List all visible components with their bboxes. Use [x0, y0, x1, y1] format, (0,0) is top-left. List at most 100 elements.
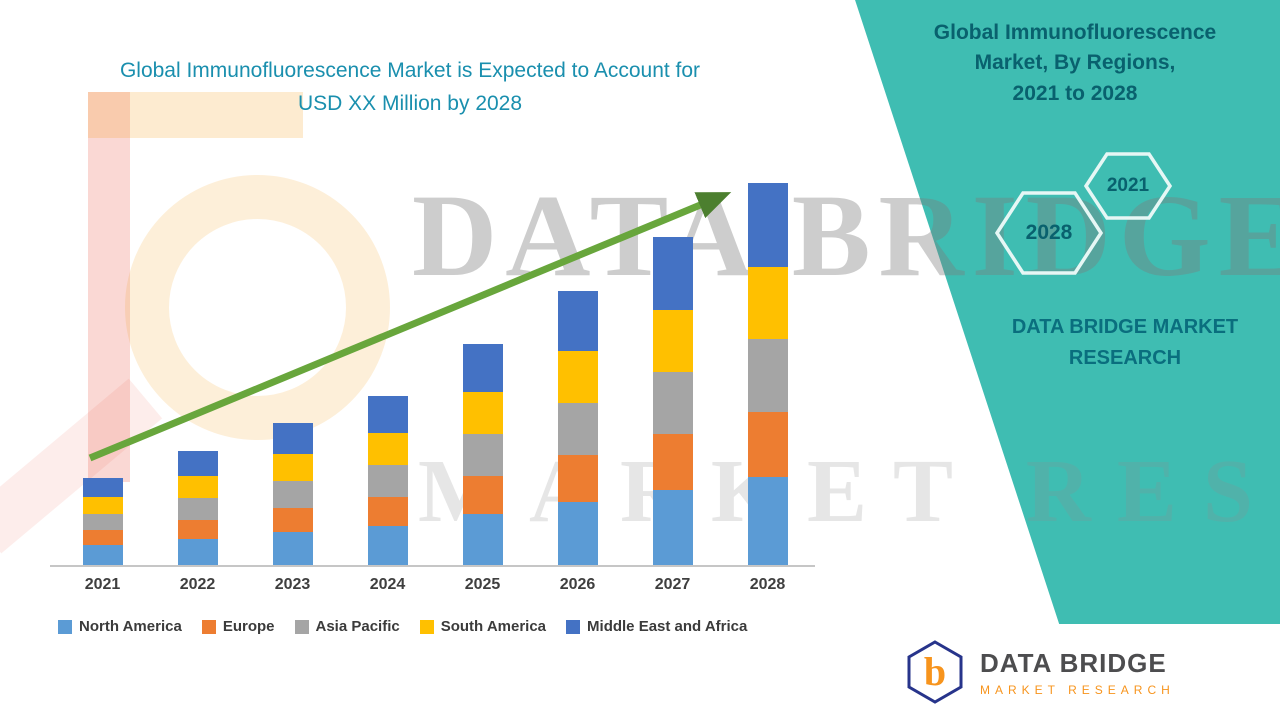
bar-segment-2027-middle-east-and-africa	[652, 237, 693, 310]
bar-segment-2028-south-america	[747, 267, 788, 339]
bar-segment-2027-south-america	[652, 310, 693, 372]
bar-segment-2022-asia-pacific	[177, 498, 218, 520]
bar-segment-2023-south-america	[272, 454, 313, 481]
year-hexagons	[994, 152, 1173, 275]
side-panel-title: Global Immunofluorescence Market, By Reg…	[925, 18, 1225, 109]
bar-segment-2024-south-america	[367, 433, 408, 465]
bar-segment-2028-europe	[747, 412, 788, 477]
bar-segment-2021-north-america	[82, 545, 123, 565]
bar-segment-2026-europe	[557, 455, 598, 502]
x-axis-label-2025: 2025	[464, 576, 501, 593]
bar-2022	[177, 451, 218, 565]
x-axis-label-2028: 2028	[749, 576, 786, 593]
bar-2023	[272, 423, 313, 565]
bar-segment-2022-north-america	[177, 539, 218, 565]
bar-segment-2027-asia-pacific	[652, 372, 693, 434]
legend-swatch-south-america	[419, 619, 434, 634]
x-axis-label-2023: 2023	[274, 576, 311, 593]
watermark-b-red-bar	[88, 92, 130, 482]
logo-hexagon-outline	[907, 640, 963, 704]
side-panel-title-line2: Market, By Regions,	[974, 51, 1176, 75]
bar-segment-2025-europe	[462, 476, 503, 514]
bar-segment-2025-asia-pacific	[462, 434, 503, 476]
bar-segment-2025-middle-east-and-africa	[462, 344, 503, 392]
chart-title-line2: USD XX Million by 2028	[297, 91, 523, 115]
trend-arrow	[88, 192, 732, 462]
bar-segment-2025-south-america	[462, 392, 503, 434]
x-axis-label-2021: 2021	[84, 576, 121, 593]
bar-segment-2022-middle-east-and-africa	[177, 451, 218, 476]
legend-swatch-europe	[201, 619, 216, 634]
legend-label-north-america: North America	[79, 618, 182, 635]
x-axis-line	[50, 565, 815, 567]
bar-segment-2021-middle-east-and-africa	[82, 478, 123, 497]
bar-segment-2023-asia-pacific	[272, 481, 313, 508]
bar-segment-2025-north-america	[462, 514, 503, 565]
bar-2027	[652, 237, 693, 565]
side-panel-brand: DATA BRIDGE MARKET RESEARCH	[975, 312, 1275, 374]
chart-title-line1: Global Immunofluorescence Market is Expe…	[119, 59, 701, 82]
hexagon-year-2021: 2021	[1106, 175, 1150, 196]
side-panel-title-line3: 2021 to 2028	[1012, 81, 1138, 105]
bar-segment-2027-europe	[652, 434, 693, 490]
x-axis-label-2027: 2027	[654, 576, 691, 593]
legend-label-south-america: South America	[440, 618, 547, 635]
legend-item-north-america: North America	[58, 618, 182, 635]
data-bridge-logo-card: b DATA BRIDGE MARKET RESEARCH	[876, 624, 1280, 720]
bar-2025	[462, 344, 503, 565]
bar-segment-2026-asia-pacific	[557, 403, 598, 455]
bar-2026	[557, 291, 598, 565]
x-axis-label-2022: 2022	[179, 576, 216, 593]
side-panel-title-line1: Global Immunofluorescence	[933, 21, 1217, 44]
legend-label-europe: Europe	[222, 618, 275, 635]
bar-segment-2024-middle-east-and-africa	[367, 396, 408, 433]
bar-2021	[82, 478, 123, 565]
hexagon-year-2028: 2028	[1025, 221, 1073, 244]
bar-segment-2026-middle-east-and-africa	[557, 291, 598, 351]
bar-segment-2026-south-america	[557, 351, 598, 403]
legend-item-europe: Europe	[201, 618, 275, 635]
hexagon-2028-outline	[994, 191, 1104, 275]
bar-segment-2026-north-america	[557, 502, 598, 565]
bar-segment-2023-middle-east-and-africa	[272, 423, 313, 454]
logo-subtitle-text: MARKET RESEARCH	[980, 682, 1175, 697]
bar-2024	[367, 396, 408, 565]
bar-segment-2021-south-america	[82, 497, 123, 514]
legend-item-middle-east-and-africa: Middle East and Africa	[566, 618, 747, 635]
legend-item-south-america: South America	[419, 618, 547, 635]
bar-segment-2028-north-america	[747, 477, 788, 565]
bar-segment-2022-europe	[177, 520, 218, 539]
legend-swatch-middle-east-and-africa	[566, 619, 581, 634]
bar-segment-2024-europe	[367, 497, 408, 526]
bar-segment-2028-asia-pacific	[747, 339, 788, 412]
bar-segment-2023-north-america	[272, 532, 313, 565]
bar-segment-2024-asia-pacific	[367, 465, 408, 497]
hexagon-2021-outline	[1083, 152, 1173, 220]
chart-title: Global Immunofluorescence Market is Expe…	[40, 55, 780, 120]
chart-legend: North America Europe Asia Pacific South Ame…	[58, 618, 747, 635]
x-axis-label-2026: 2026	[559, 576, 596, 593]
legend-swatch-north-america	[58, 619, 72, 634]
x-axis-label-2024: 2024	[369, 576, 406, 593]
logo-brand-text: DATA BRIDGE	[980, 647, 1167, 678]
bar-segment-2027-north-america	[652, 490, 693, 565]
legend-swatch-asia-pacific	[294, 619, 309, 634]
stacked-bar-chart: 2021 2022 2023 2024 2025 2026 2027 2028	[50, 183, 815, 593]
legend-item-asia-pacific: Asia Pacific	[294, 618, 400, 635]
bar-segment-2023-europe	[272, 508, 313, 532]
bar-segment-2022-south-america	[177, 476, 218, 498]
logo-b-glyph: b	[924, 649, 946, 694]
side-panel-brand-line1: DATA BRIDGE MARKET	[1011, 316, 1239, 338]
legend-label-middle-east-and-africa: Middle East and Africa	[587, 618, 748, 635]
bar-segment-2024-north-america	[367, 526, 408, 565]
data-bridge-logo-icon: b	[907, 640, 963, 704]
bar-segment-2028-middle-east-and-africa	[747, 183, 788, 267]
logo-text-block: DATA BRIDGE MARKET RESEARCH	[980, 648, 1175, 697]
watermark-text-data-bridge: DATA BRIDGE	[412, 170, 1280, 301]
legend-label-asia-pacific: Asia Pacific	[315, 618, 400, 635]
watermark-b-orange-bar	[88, 92, 303, 138]
bar-segment-2021-europe	[82, 530, 123, 545]
bar-segment-2021-asia-pacific	[82, 514, 123, 530]
bar-2028	[747, 183, 788, 565]
